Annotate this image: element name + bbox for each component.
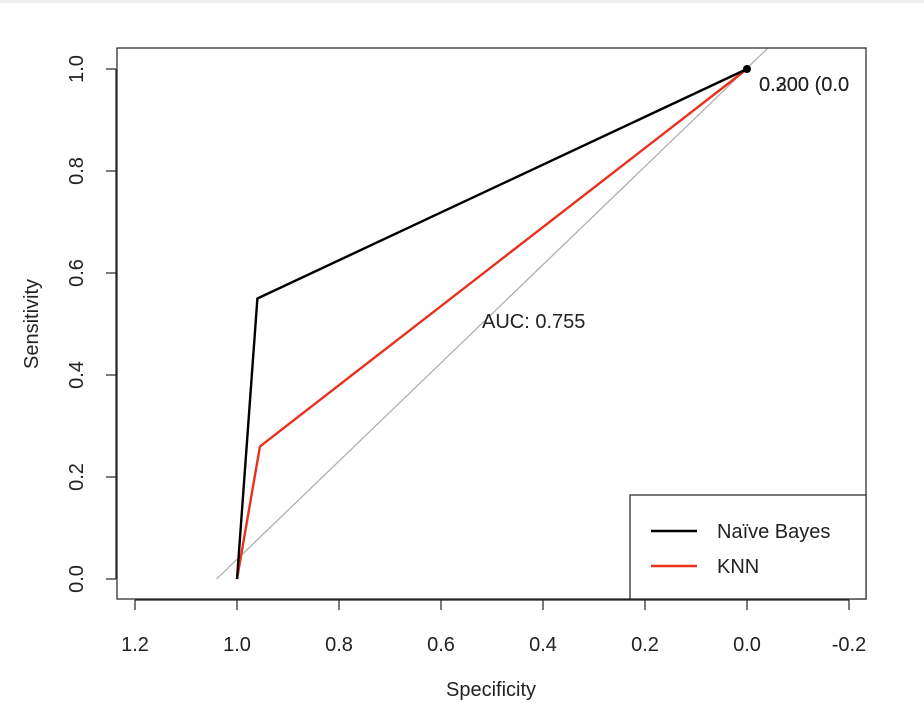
y-tick-label: 0.8 <box>66 157 88 185</box>
y-tick-label: 0.0 <box>66 565 88 593</box>
y-tick-label: 0.4 <box>66 361 88 389</box>
x-tick-label: 0.6 <box>427 634 455 656</box>
x-axis: 1.2 1.0 0.8 0.6 0.4 0.2 0.0 -0.2 <box>121 599 866 656</box>
threshold-point <box>743 65 751 73</box>
threshold-label: 0.200 (0.0 <box>759 74 849 96</box>
legend: Naïve Bayes KNN <box>629 494 867 600</box>
x-tick-label: 1.0 <box>223 634 251 656</box>
legend-box <box>629 494 867 600</box>
legend-label: KNN <box>717 556 759 578</box>
y-tick-label: 0.2 <box>66 463 88 491</box>
x-tick-label: 0.8 <box>325 634 353 656</box>
x-tick-label: 0.0 <box>733 634 761 656</box>
y-axis: 0.0 0.2 0.4 0.6 0.8 1.0 <box>66 55 117 593</box>
legend-label: Naïve Bayes <box>717 521 830 543</box>
window-top-border <box>0 0 924 3</box>
threshold-label: 0.300 (0.0 <box>759 74 849 96</box>
roc-line-knn <box>235 68 748 580</box>
auc-annotation: AUC: 0.755 <box>482 311 585 333</box>
x-axis-label: Specificity <box>446 679 536 701</box>
y-tick-label: 0.6 <box>66 259 88 287</box>
y-tick-label: 1.0 <box>66 55 88 83</box>
y-axis-label: Sensitivity <box>21 279 43 369</box>
x-tick-label: 0.2 <box>631 634 659 656</box>
x-tick-label: 0.4 <box>529 634 557 656</box>
plot-frame <box>116 47 867 600</box>
reference-diagonal-line <box>216 48 768 580</box>
roc-line-na-ve-bayes <box>235 67 748 580</box>
x-tick-label: -0.2 <box>832 634 866 656</box>
x-tick-label: 1.2 <box>121 634 149 656</box>
